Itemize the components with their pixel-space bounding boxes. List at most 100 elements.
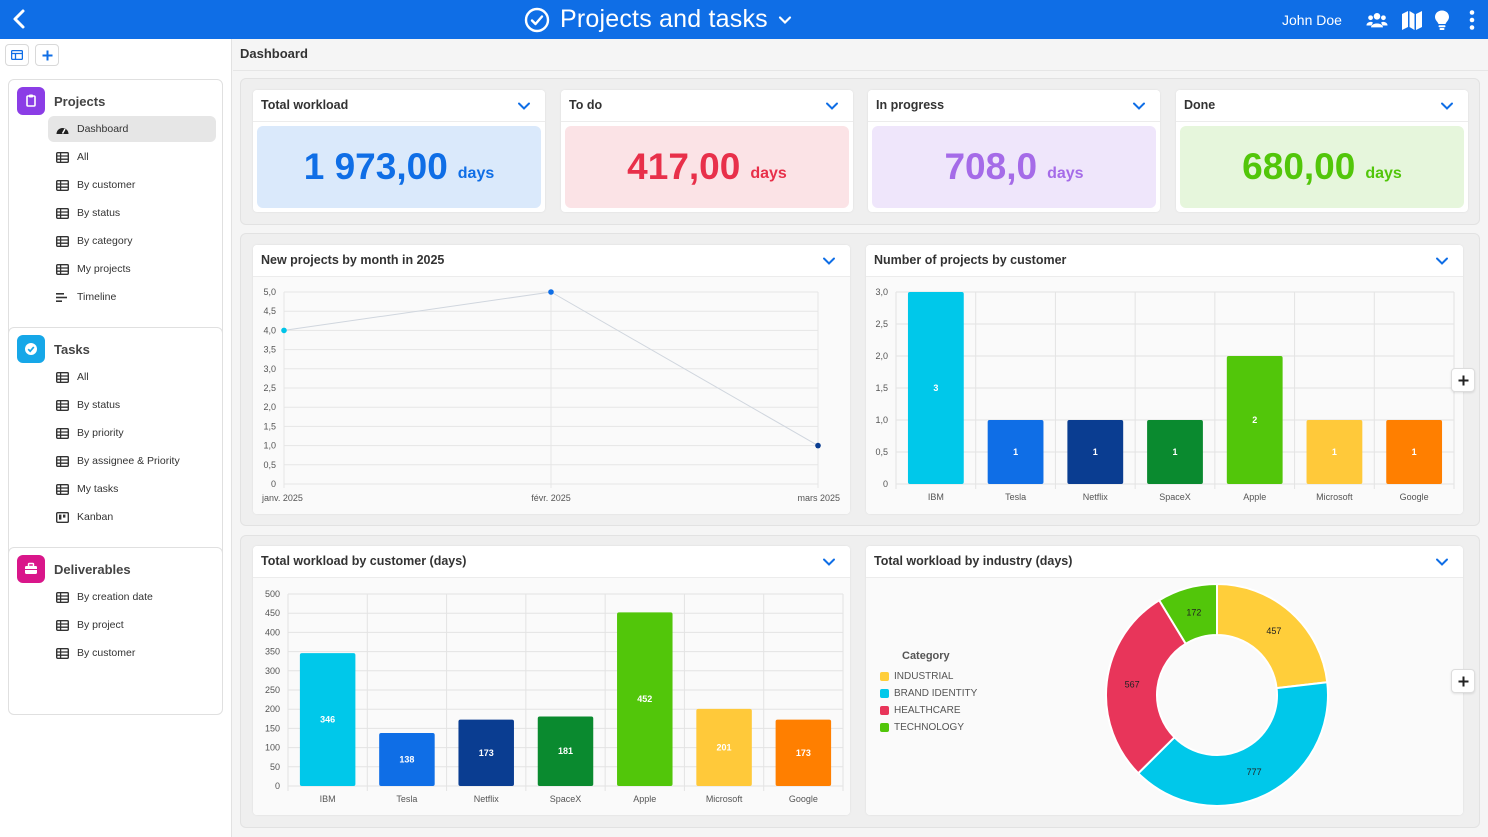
kpi-card: Total workload 1 973,00 days: [253, 90, 545, 212]
add-chart-button[interactable]: [1451, 669, 1475, 693]
legend-item[interactable]: BRAND IDENTITY: [880, 685, 977, 702]
sidebar-item-label: By creation date: [77, 591, 153, 603]
card-title: New projects by month in 2025: [261, 253, 445, 267]
users-icon[interactable]: [1366, 9, 1388, 31]
y-tick-label: 2,5: [263, 383, 276, 393]
sidebar-item-label: By status: [77, 207, 121, 219]
sidebar-item-by-status[interactable]: By status: [48, 392, 216, 418]
x-tick-label: IBM: [320, 794, 336, 804]
sidebar-item-by-project[interactable]: By project: [48, 612, 216, 638]
sidebar-item-by-creation-date[interactable]: By creation date: [48, 584, 216, 610]
kpi-label: In progress: [876, 98, 945, 112]
sidebar-section-deliverables: Deliverables By creation date By project By…: [8, 547, 223, 715]
kpi-unit: days: [1365, 165, 1402, 182]
sidebar: Projects Dashboard All By customer By status…: [0, 39, 232, 837]
sidebar-item-label: By category: [77, 235, 133, 247]
kpi-value: 417,00: [627, 146, 741, 187]
table-icon: [56, 151, 69, 163]
x-tick-label: SpaceX: [1159, 492, 1191, 502]
y-tick-label: 2,0: [263, 402, 276, 412]
add-chart-button[interactable]: [1451, 368, 1475, 392]
y-tick-label: 0,5: [263, 460, 276, 470]
sidebar-item-dashboard[interactable]: Dashboard: [48, 116, 216, 142]
card-title: Number of projects by customer: [874, 253, 1067, 267]
lightbulb-icon[interactable]: [1431, 9, 1453, 31]
chevron-down-icon[interactable]: [1435, 556, 1449, 568]
x-tick-label: Netflix: [474, 794, 500, 804]
data-label: 181: [558, 746, 573, 756]
sidebar-item-by-status[interactable]: By status: [48, 200, 216, 226]
sidebar-item-by-customer[interactable]: By customer: [48, 172, 216, 198]
x-tick-label: Apple: [633, 794, 656, 804]
map-icon[interactable]: [1401, 9, 1423, 31]
legend-item[interactable]: TECHNOLOGY: [880, 719, 977, 736]
card-title: Total workload by industry (days): [874, 554, 1073, 568]
sidebar-item-by-assignee-priority[interactable]: By assignee & Priority: [48, 448, 216, 474]
kpi-label: Total workload: [261, 98, 349, 112]
legend-swatch: [880, 689, 889, 698]
bar: [907, 292, 964, 484]
data-label: 173: [796, 748, 811, 758]
y-tick-label: 150: [265, 723, 280, 733]
more-vertical-icon[interactable]: [1461, 9, 1483, 31]
legend-label: HEALTHCARE: [894, 705, 961, 716]
x-tick-label: févr. 2025: [531, 493, 571, 503]
section-header[interactable]: Tasks: [17, 335, 90, 363]
sidebar-item-by-customer[interactable]: By customer: [48, 640, 216, 666]
chevron-down-icon[interactable]: [517, 100, 531, 112]
legend-item[interactable]: INDUSTRIAL: [880, 668, 977, 685]
sidebar-item-label: Kanban: [77, 511, 114, 523]
kpi-card: Done 680,00 days: [1176, 90, 1468, 212]
y-tick-label: 2,5: [875, 319, 888, 329]
chevron-down-icon[interactable]: [1440, 100, 1454, 112]
chart-area: 0 0,5 1,0 1,5 2,0 2,5 3,0 3,5 4,0 4,5 5,0 janv. 202…: [253, 277, 850, 514]
x-tick-label: Tesla: [396, 794, 417, 804]
data-label: 1: [1093, 447, 1098, 457]
add-page-button[interactable]: [35, 44, 59, 66]
dashboard-gauge-icon: [56, 127, 69, 134]
chevron-down-icon[interactable]: [822, 255, 836, 267]
plus-icon: [1458, 676, 1468, 686]
sidebar-item-by-priority[interactable]: By priority: [48, 420, 216, 446]
chevron-down-icon: [778, 15, 791, 24]
sidebar-item-label: Timeline: [77, 291, 117, 303]
y-tick-label: 3,5: [263, 345, 276, 355]
table-icon: [56, 591, 69, 603]
sidebar-item-kanban[interactable]: Kanban: [48, 504, 216, 530]
donut-slice: [1105, 598, 1188, 775]
sidebar-item-label: All: [77, 371, 89, 383]
card-title: Total workload by customer (days): [261, 554, 467, 568]
table-icon: [56, 371, 69, 383]
data-label: 346: [320, 715, 335, 725]
app-title-switcher[interactable]: Projects and tasks: [524, 0, 792, 39]
sidebar-item-all[interactable]: All: [48, 364, 216, 390]
section-header[interactable]: Projects: [17, 87, 105, 115]
data-label: 567: [1125, 680, 1140, 690]
chevron-down-icon[interactable]: [825, 100, 839, 112]
kpi-value: 680,00: [1242, 146, 1356, 187]
table-icon: [56, 619, 69, 631]
back-arrow-icon[interactable]: [8, 7, 32, 31]
chevron-down-icon[interactable]: [1132, 100, 1146, 112]
sidebar-item-my-projects[interactable]: My projects: [48, 256, 216, 282]
sidebar-item-my-tasks[interactable]: My tasks: [48, 476, 216, 502]
x-tick-label: SpaceX: [550, 794, 582, 804]
y-tick-label: 300: [265, 666, 280, 676]
data-label: 2: [1252, 415, 1257, 425]
chevron-down-icon[interactable]: [822, 556, 836, 568]
panel-layout-button[interactable]: [5, 44, 29, 66]
bar: [775, 719, 832, 786]
sidebar-item-all[interactable]: All: [48, 144, 216, 170]
y-tick-label: 200: [265, 704, 280, 714]
legend-label: TECHNOLOGY: [894, 722, 965, 733]
sidebar-item-timeline[interactable]: Timeline: [48, 284, 216, 310]
legend-label: INDUSTRIAL: [894, 671, 954, 682]
x-tick-label: Apple: [1243, 492, 1266, 502]
chart-area: 0 50 100 150 200 250 300 350 400 450 500 346 IBM 138 T…: [253, 578, 850, 815]
chevron-down-icon[interactable]: [1435, 255, 1449, 267]
sidebar-item-by-category[interactable]: By category: [48, 228, 216, 254]
legend-item[interactable]: HEALTHCARE: [880, 702, 977, 719]
kpi-card: To do 417,00 days: [561, 90, 853, 212]
section-header[interactable]: Deliverables: [17, 555, 131, 583]
user-name[interactable]: John Doe: [1282, 12, 1342, 28]
